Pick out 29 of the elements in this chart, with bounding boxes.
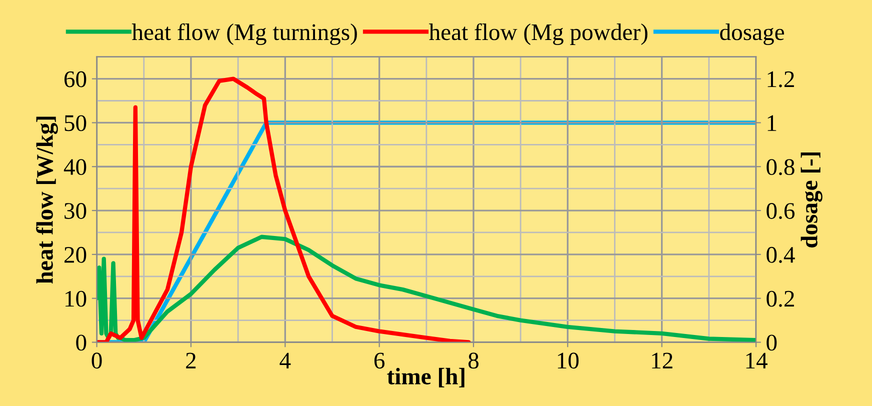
y2-tick-label: 0.6	[766, 203, 795, 220]
x-tick-label: 0	[92, 352, 102, 369]
y-tick-label: 0	[76, 334, 86, 351]
x-axis-title: time [h]	[387, 368, 464, 388]
y2-tick-label: 0.4	[766, 246, 795, 263]
y-axis-title: heat flow [W/kg]	[36, 116, 58, 284]
y2-tick-label: 0.2	[766, 290, 794, 307]
x-tick-label: 8	[468, 352, 478, 369]
x-tick-label: 6	[374, 352, 385, 369]
line-series	[96, 76, 471, 342]
y-tick-label: 10	[66, 290, 86, 307]
y2-tick-label: 1	[768, 115, 776, 131]
x-tick-label: 2	[186, 352, 196, 368]
x-tick-label: 10	[558, 352, 579, 369]
y-tick-label: 30	[64, 203, 86, 219]
y-tick-label: 40	[64, 159, 86, 176]
y-tick-label: 20	[64, 246, 86, 263]
y2-axis-title: dosage [-]	[800, 152, 822, 248]
y-tick-label: 60	[64, 71, 86, 88]
y2-tick-label: 0	[766, 334, 777, 351]
x-tick-label: 14	[746, 352, 768, 368]
legend-label: heat flow (Mg powder)	[429, 23, 648, 46]
legend-label: heat flow (Mg turnings)	[132, 23, 357, 46]
y-tick-label: 50	[64, 115, 86, 132]
y2-tick-label: 0.8	[766, 159, 794, 176]
x-tick-label: 12	[652, 352, 672, 368]
y2-tick-label: 1.2	[768, 71, 794, 88]
legend-label: dosage	[720, 24, 784, 46]
x-tick-label: 4	[280, 352, 291, 368]
